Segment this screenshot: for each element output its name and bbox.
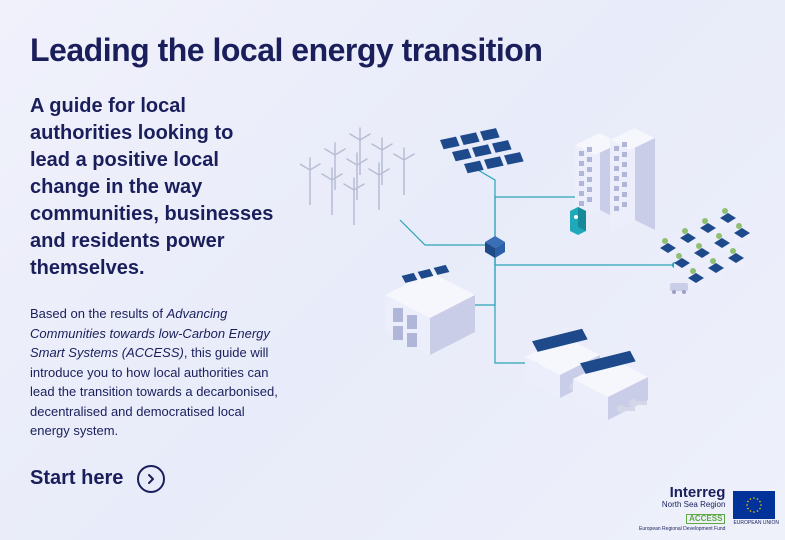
start-here-button[interactable]: Start here (30, 465, 165, 493)
residential-icon (660, 208, 750, 294)
interreg-fund: European Regional Development Fund (639, 527, 725, 532)
arrow-right-icon (137, 465, 165, 493)
generators-icon (525, 329, 648, 420)
energy-network-diagram (300, 110, 780, 430)
network-hub-icon (485, 236, 505, 258)
eu-flag-icon: EUROPEAN UNION (733, 491, 779, 526)
lead-paragraph: A guide for local authorities looking to… (30, 93, 275, 282)
eu-label: EUROPEAN UNION (733, 520, 779, 526)
page-title: Leading the local energy transition (30, 32, 785, 69)
wind-farm-icon (300, 128, 414, 225)
warehouse-icon (385, 265, 475, 355)
footer-logos: Interreg North Sea Region ACCESS Europea… (639, 485, 779, 532)
interreg-sub: North Sea Region (639, 501, 725, 509)
interreg-main: Interreg (639, 485, 725, 500)
solar-farm-icon (440, 128, 524, 173)
interreg-logo: Interreg North Sea Region ACCESS Europea… (639, 485, 725, 532)
body-prefix: Based on the results of (30, 306, 167, 321)
body-paragraph: Based on the results of Advancing Commun… (30, 304, 280, 441)
interreg-access: ACCESS (686, 514, 725, 524)
cta-label: Start here (30, 467, 123, 490)
office-towers-icon (570, 128, 655, 235)
